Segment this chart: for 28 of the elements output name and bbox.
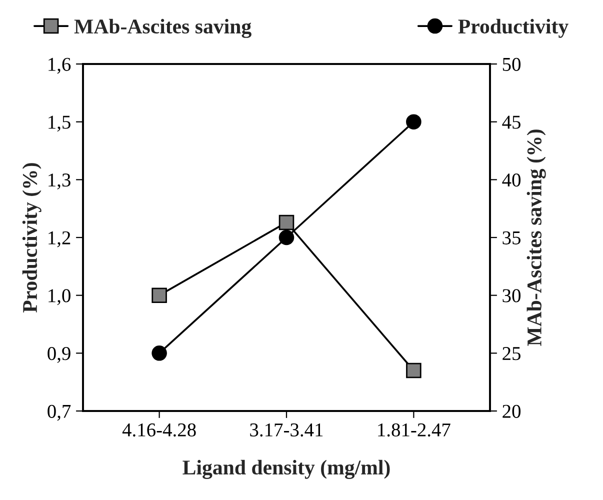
y-tick-label: 1,6	[48, 58, 71, 74]
y-tick-label: 1,5	[48, 116, 70, 132]
legend-label: Productivity	[458, 18, 568, 38]
point	[278, 214, 294, 230]
point	[152, 346, 167, 361]
y2-tick-label: 20	[502, 404, 521, 418]
point	[406, 362, 422, 378]
point	[152, 288, 167, 303]
y2-tick-label: 40	[502, 173, 521, 187]
y-tick-label: 1,3	[48, 174, 70, 190]
y-axis-title: Productivity (%)	[22, 163, 42, 312]
y-tick-label: 1,2	[48, 231, 70, 248]
point	[278, 230, 294, 246]
x-tick-label: 4.16-4.28	[122, 423, 196, 437]
x-tick-label: 1.81-2.47	[378, 423, 450, 437]
y2-tick-label: 25	[502, 347, 520, 360]
y2-tick-label: 30	[502, 289, 521, 302]
y2-axis-title: MAb-Ascites saving (%)	[526, 130, 546, 346]
y2-tick-label: 45	[502, 116, 520, 129]
point	[406, 114, 422, 130]
y2-tick-label: 50	[502, 58, 521, 71]
y-tick-label: 0,9	[48, 346, 70, 363]
x-axis-title: Ligand density (mg/ml)	[182, 460, 390, 479]
y-tick-label: 0,7	[48, 404, 71, 421]
y2-tick-label: 35	[502, 231, 520, 244]
legend-label: MAb-Ascites saving	[74, 18, 252, 38]
x-tick-label: 3.17-3.41	[250, 423, 323, 437]
y-tick-label: 1,0	[48, 289, 70, 306]
